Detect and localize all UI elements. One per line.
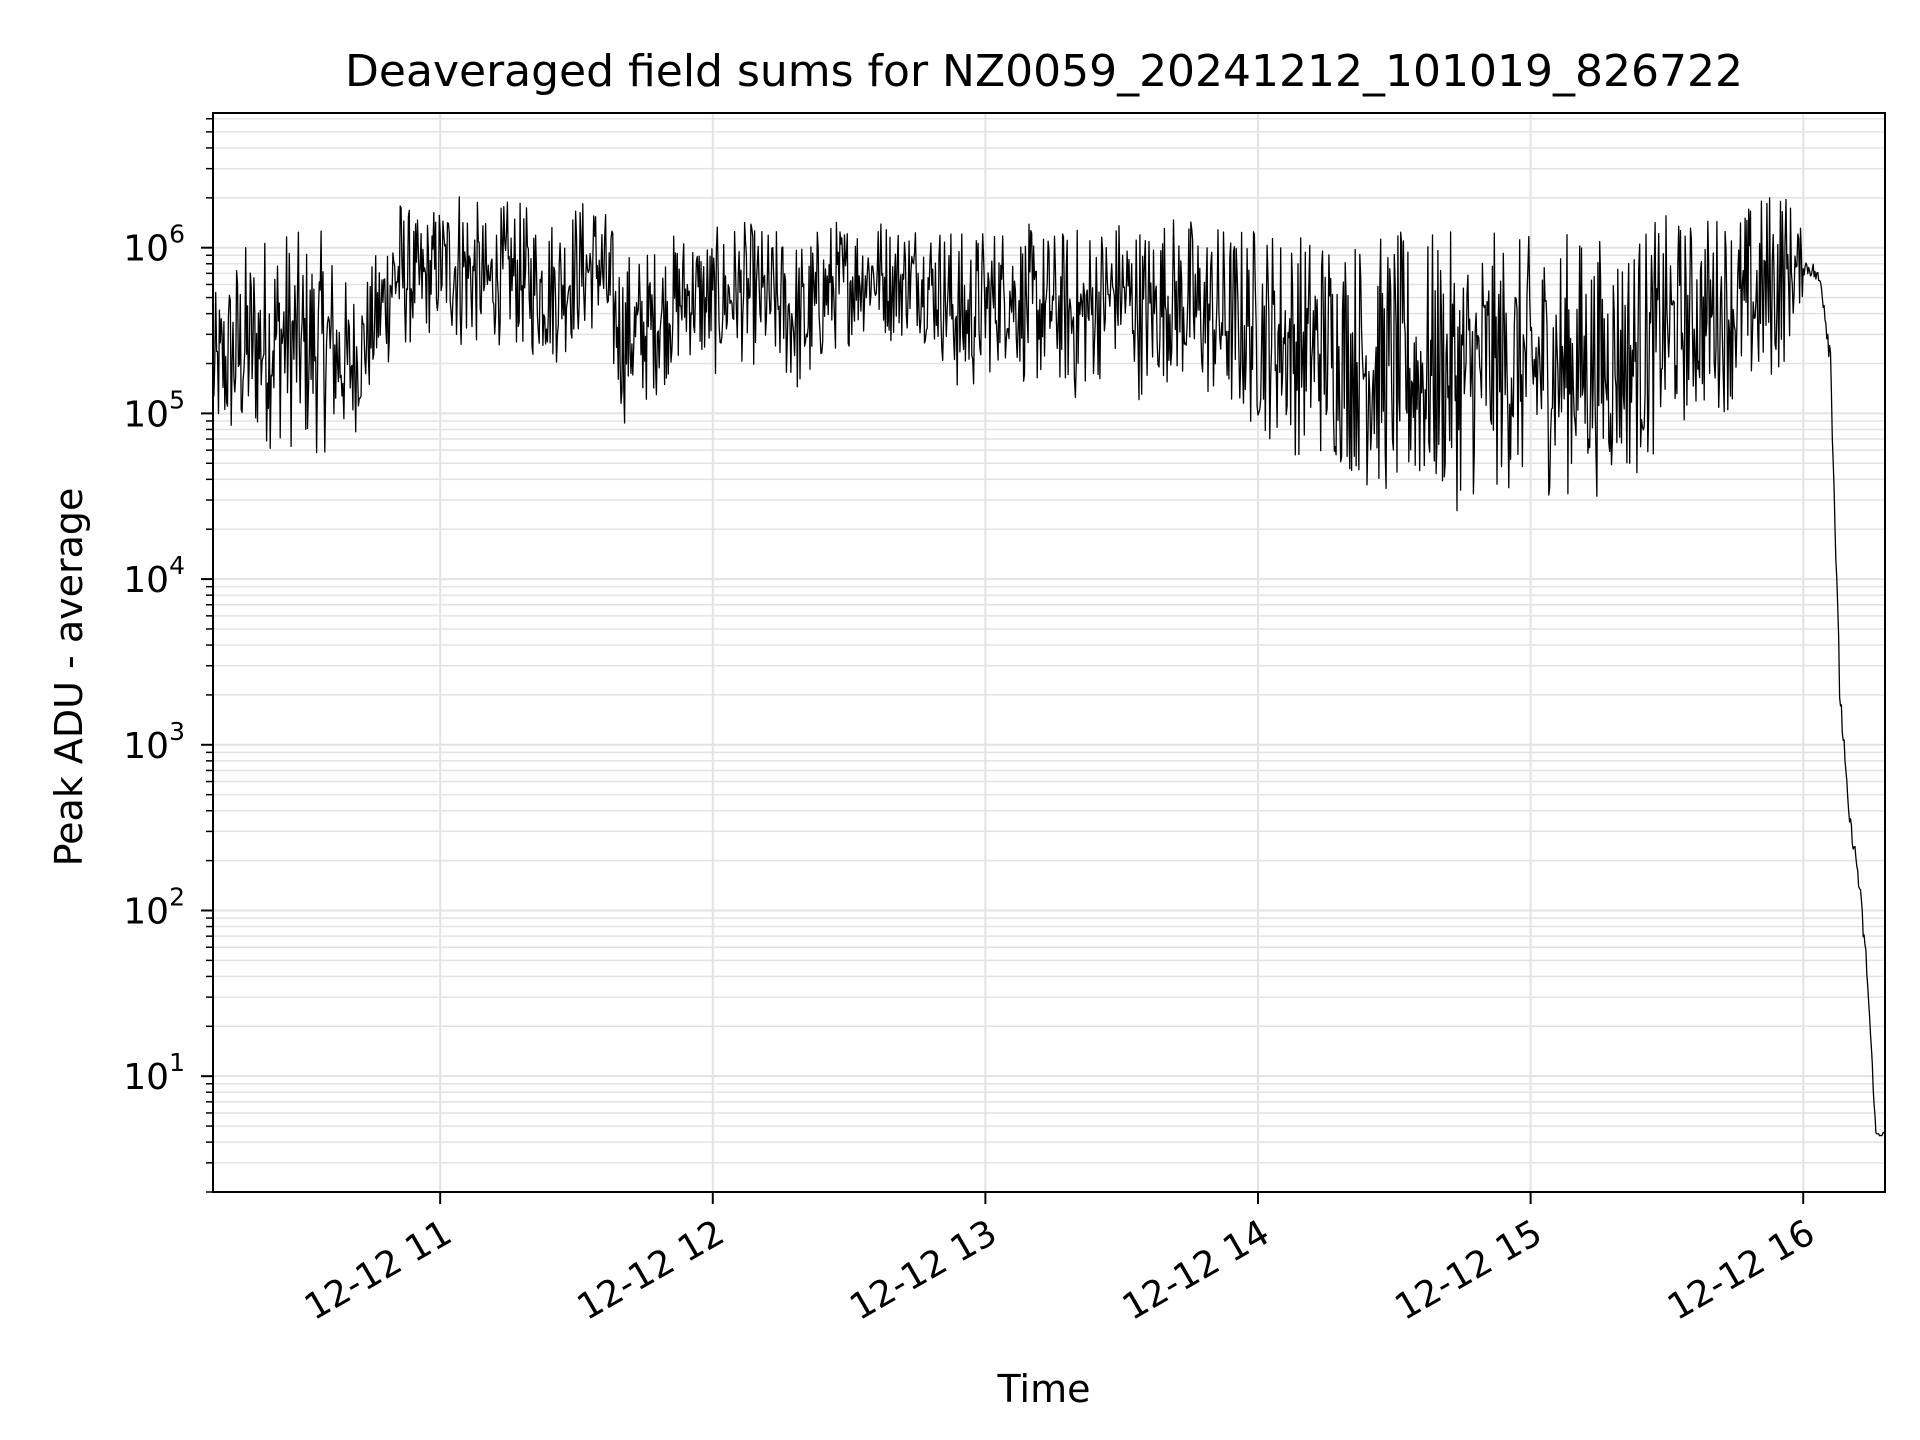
y-tick-label: 101: [123, 1048, 185, 1098]
grid-major: [213, 113, 1885, 1192]
y-tick-exponent: 1: [169, 1048, 185, 1077]
grid-minor: [213, 118, 1885, 1193]
y-tick-exponent: 2: [169, 882, 185, 911]
y-tick-base: 10: [123, 1057, 169, 1098]
y-axis-label: Peak ADU - average: [47, 488, 91, 867]
y-tick-label: 106: [123, 220, 185, 270]
y-tick-exponent: 4: [169, 551, 185, 580]
chart-title: Deaveraged field sums for NZ0059_2024121…: [345, 46, 1743, 97]
series-line: [212, 196, 1885, 1137]
y-tick-label: 102: [123, 882, 185, 932]
y-tick-exponent: 5: [169, 385, 185, 414]
y-tick-exponent: 6: [169, 220, 185, 249]
y-tick-exponent: 3: [169, 717, 185, 746]
y-tick-base: 10: [123, 229, 169, 270]
y-tick-base: 10: [123, 891, 169, 932]
y-tick-base: 10: [123, 394, 169, 435]
x-axis-label: Time: [997, 1367, 1091, 1411]
y-tick-label: 105: [123, 385, 185, 435]
y-tick-label: 103: [123, 717, 185, 767]
y-tick-label: 104: [123, 551, 185, 601]
plot-frame: [212, 112, 1886, 1193]
y-tick-base: 10: [123, 560, 169, 601]
y-tick-base: 10: [123, 726, 169, 767]
